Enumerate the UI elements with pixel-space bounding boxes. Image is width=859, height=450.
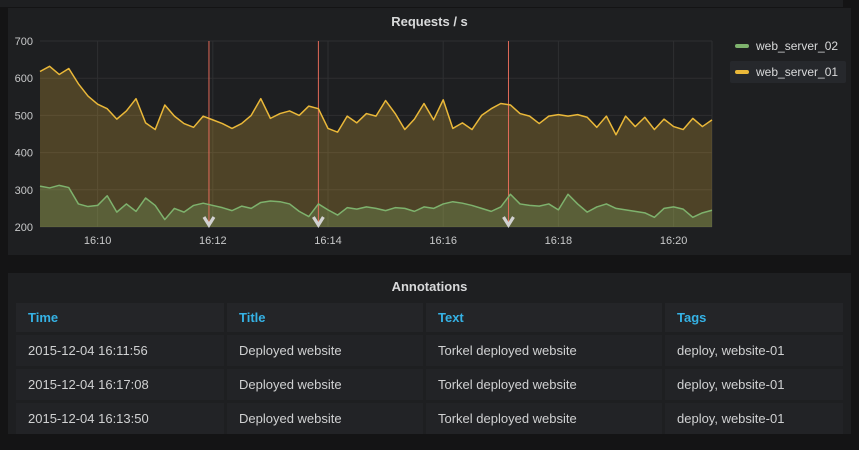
series-swatch-icon bbox=[735, 44, 749, 48]
x-axis-tick: 16:12 bbox=[199, 235, 227, 247]
next-panel-edge bbox=[0, 0, 843, 7]
cell-tags: deploy, website-01 bbox=[665, 335, 843, 366]
x-axis-tick: 16:16 bbox=[429, 235, 457, 247]
graph-panel: Requests / s 200 300 400 500 600 700 16:10 16:1… bbox=[8, 8, 851, 255]
y-axis-tick: 500 bbox=[15, 110, 33, 122]
column-header-time[interactable]: Time bbox=[16, 303, 224, 332]
annotation-marker-arrow-icon[interactable] bbox=[502, 216, 515, 229]
table-row: 2015-12-04 16:13:50 Deployed website Tor… bbox=[16, 403, 843, 434]
annotations-table: Time Title Text Tags 2015-12-04 16:11:56… bbox=[16, 303, 843, 434]
x-axis-tick: 16:18 bbox=[545, 235, 573, 247]
legend-label: web_server_02 bbox=[756, 39, 839, 53]
cell-title: Deployed website bbox=[227, 369, 423, 400]
column-header-text[interactable]: Text bbox=[426, 303, 662, 332]
series-line-web_server_02 bbox=[39, 184, 713, 221]
y-axis-tick: 300 bbox=[15, 185, 33, 197]
x-axis-tick: 16:20 bbox=[660, 235, 688, 247]
annotation-marker-arrow-icon[interactable] bbox=[202, 216, 216, 229]
y-axis-tick: 200 bbox=[15, 222, 33, 234]
legend-item-web-server-02[interactable]: web_server_02 bbox=[730, 35, 846, 57]
cell-title: Deployed website bbox=[227, 403, 423, 434]
x-axis-tick: 16:10 bbox=[84, 235, 112, 247]
graph-panel-title[interactable]: Requests / s bbox=[391, 14, 468, 29]
series-area-web_server_02 bbox=[40, 185, 712, 227]
table-row: 2015-12-04 16:17:08 Deployed website Tor… bbox=[16, 369, 843, 400]
series-area-web_server_01 bbox=[40, 66, 712, 227]
requests-graph[interactable]: 200 300 400 500 600 700 16:10 16:12 16:14 16:16 16… bbox=[8, 8, 851, 255]
graph-legend: web_server_02 web_server_01 bbox=[730, 35, 847, 83]
cell-text: Torkel deployed website bbox=[426, 335, 662, 366]
cell-text: Torkel deployed website bbox=[426, 403, 662, 434]
cell-text: Torkel deployed website bbox=[426, 369, 662, 400]
cell-time: 2015-12-04 16:17:08 bbox=[16, 369, 224, 400]
table-header-row: Time Title Text Tags bbox=[16, 303, 843, 332]
x-axis-tick: 16:14 bbox=[314, 235, 342, 247]
cell-title: Deployed website bbox=[227, 335, 423, 366]
table-row: 2015-12-04 16:11:56 Deployed website Tor… bbox=[16, 335, 843, 366]
cell-time: 2015-12-04 16:13:50 bbox=[16, 403, 224, 434]
series-swatch-icon bbox=[735, 70, 749, 74]
cell-time: 2015-12-04 16:11:56 bbox=[16, 335, 224, 366]
column-header-title[interactable]: Title bbox=[227, 303, 423, 332]
legend-label: web_server_01 bbox=[756, 65, 839, 79]
annotation-marker-arrow-icon[interactable] bbox=[312, 216, 325, 229]
y-axis-tick: 700 bbox=[15, 36, 33, 48]
cell-tags: deploy, website-01 bbox=[665, 369, 843, 400]
y-axis-tick: 600 bbox=[15, 73, 33, 85]
cell-tags: deploy, website-01 bbox=[665, 403, 843, 434]
series-line-web_server_01 bbox=[39, 65, 713, 136]
annotations-panel: Annotations Time Title Text Tags 2015-12… bbox=[8, 273, 851, 434]
annotations-panel-title[interactable]: Annotations bbox=[391, 279, 468, 294]
legend-item-web-server-01[interactable]: web_server_01 bbox=[730, 61, 847, 83]
column-header-tags[interactable]: Tags bbox=[665, 303, 843, 332]
y-axis-tick: 400 bbox=[15, 148, 33, 160]
